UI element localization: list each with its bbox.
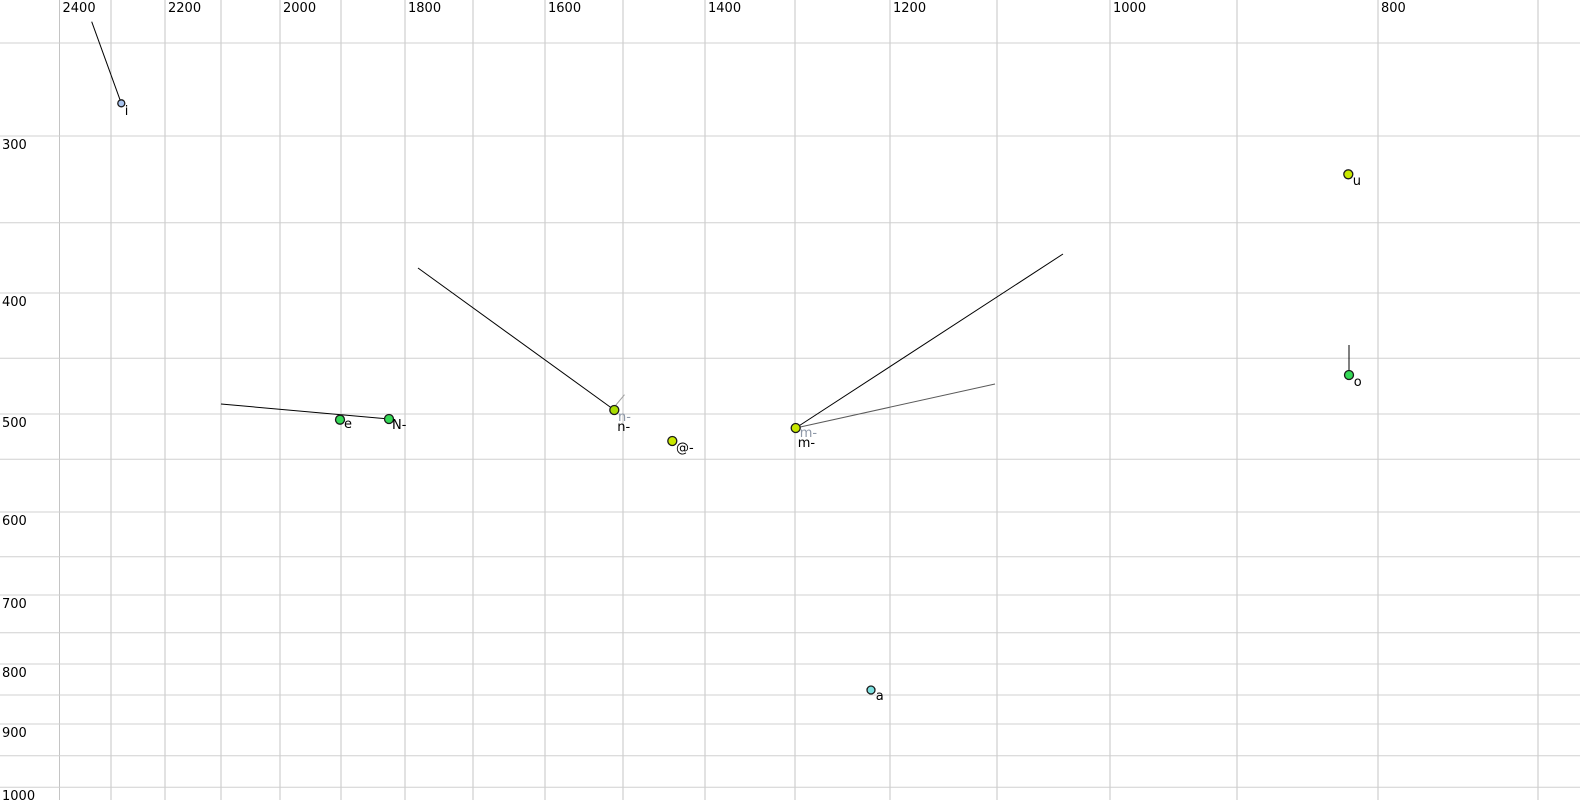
- data-point-u: [1343, 169, 1354, 180]
- x-axis-tick-label-1600: 1600: [548, 1, 582, 16]
- x-axis-tick-label-2000: 2000: [283, 1, 317, 16]
- data-point-n-: [609, 404, 620, 416]
- point-label-N: N-: [392, 418, 407, 433]
- y-axis-tick-label-800: 800: [2, 666, 27, 681]
- data-point-m-: [790, 422, 801, 434]
- point-label-n-ghost: n-: [618, 410, 631, 426]
- x-axis-tick-label-1400: 1400: [708, 1, 742, 16]
- m-trajectory-short: [795, 383, 996, 429]
- point-label-o: o: [1353, 374, 1362, 390]
- point-label-n: n-: [617, 420, 631, 436]
- point-label-@: @-: [676, 440, 694, 456]
- i-trajectory: [91, 21, 122, 104]
- y-axis-tick-label-500: 500: [2, 416, 27, 431]
- data-point-a: [866, 685, 876, 695]
- m-trajectory-long: [795, 253, 1064, 429]
- n-trajectory-long: [417, 267, 615, 411]
- point-label-a: a: [875, 688, 884, 704]
- y-axis-tick-label-300: 300: [2, 138, 27, 153]
- point-label-m: m-: [797, 436, 816, 451]
- point-label-m-ghost: m-: [799, 426, 818, 441]
- y-axis-tick-label-700: 700: [2, 597, 27, 612]
- y-axis-tick-label-1000: 1000: [2, 789, 36, 800]
- data-point-@-: [667, 435, 678, 447]
- data-point-N-: [383, 413, 395, 425]
- x-axis-tick-label-1800: 1800: [408, 1, 442, 16]
- data-point-e: [334, 414, 346, 425]
- data-point-o: [1343, 369, 1355, 381]
- x-axis-tick-label-2200: 2200: [168, 1, 202, 16]
- x-axis-tick-label-800: 800: [1381, 1, 1406, 16]
- x-axis-tick-label-2400: 2400: [62, 1, 96, 16]
- x-axis-tick-label-1000: 1000: [1113, 1, 1147, 16]
- point-label-i: i: [124, 103, 129, 119]
- e-N-trajectory: [220, 403, 390, 420]
- data-point-i: [117, 99, 126, 108]
- y-axis-tick-label-600: 600: [2, 514, 27, 529]
- point-label-u: u: [1352, 173, 1361, 189]
- x-axis-tick-label-1200: 1200: [893, 1, 927, 16]
- y-axis-tick-label-900: 900: [2, 726, 27, 741]
- y-axis-tick-label-400: 400: [2, 295, 27, 310]
- n-trajectory-short: [613, 394, 625, 408]
- point-label-e: e: [344, 417, 352, 432]
